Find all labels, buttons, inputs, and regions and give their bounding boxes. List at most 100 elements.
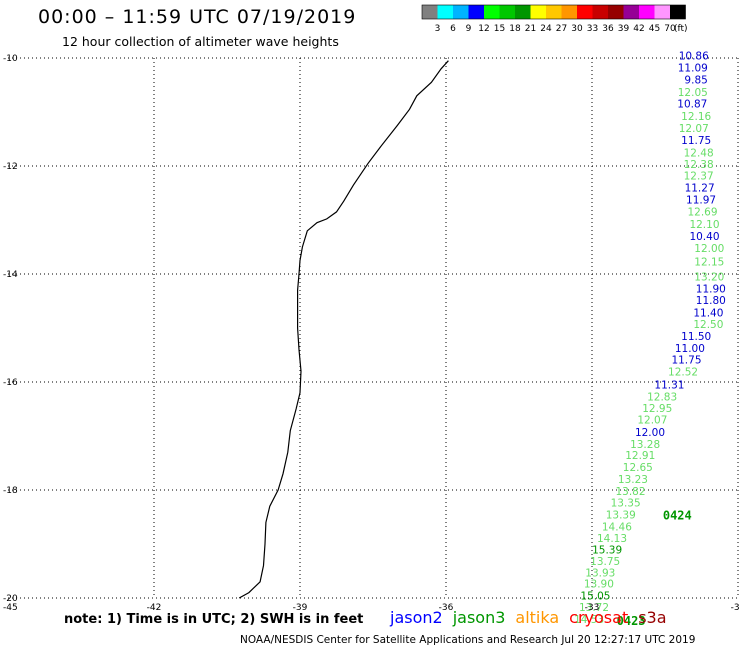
wave-height-reading: 12.10 [689, 219, 719, 231]
color-scale-label: 3 [435, 24, 441, 34]
wave-height-reading: 13.82 [615, 486, 645, 498]
wave-height-reading: 12.00 [635, 427, 665, 439]
wave-height-reading: 12.05 [678, 87, 708, 99]
color-scale-label: 9 [466, 24, 472, 34]
color-swatch [484, 5, 500, 19]
color-swatch [468, 5, 484, 19]
wave-height-reading: 12.83 [647, 391, 677, 403]
color-scale-label: 70 [664, 24, 676, 34]
wave-height-reading: 12.95 [642, 403, 672, 415]
satellite-s3a: s3a [638, 608, 667, 627]
wave-height-reading: 12.48 [684, 147, 714, 159]
wave-height-reading: 11.97 [686, 194, 716, 206]
satellite-jason2: jason2 [390, 608, 443, 627]
color-swatch [639, 5, 655, 19]
color-swatch [608, 5, 624, 19]
wave-height-reading: 12.07 [637, 415, 667, 427]
color-swatch [515, 5, 531, 19]
wave-height-reading: 12.16 [681, 111, 711, 123]
color-scale-label: 33 [587, 24, 598, 34]
wave-height-reading: 11.40 [693, 308, 723, 320]
color-swatch [670, 5, 686, 19]
wave-height-reading: 10.86 [679, 51, 709, 63]
color-swatch [561, 5, 577, 19]
color-scale-label: 21 [525, 24, 536, 34]
wave-height-reading: 13.23 [618, 474, 648, 486]
wave-height-reading: 11.75 [671, 355, 701, 367]
color-swatch [592, 5, 608, 19]
wave-height-reading: 11.50 [681, 331, 711, 343]
wave-height-reading: 10.40 [689, 231, 719, 243]
wave-height-reading: 12.69 [687, 207, 717, 219]
color-swatch [654, 5, 670, 19]
coastline-path [238, 60, 449, 599]
wave-height-reading: 12.91 [625, 450, 655, 462]
color-scale-label: 12 [478, 24, 489, 34]
color-scale-bar: 3 6 9 12 15 18 21 24 27 30 33 36 39 42 45 70(ft) [421, 4, 688, 34]
map-subtitle: 12 hour collection of altimeter wave hei… [62, 34, 339, 49]
satellite-cryosat: cryosat [569, 608, 629, 627]
color-scale-unit: (ft) [674, 24, 688, 34]
wave-height-reading: 12.38 [684, 159, 714, 171]
graticule [8, 57, 739, 599]
axis-labels: -10 -12 -14 -16 -18 -20 -42 -39 -36 -33 -30 -45 [3, 54, 740, 613]
wave-height-reading: 13.39 [606, 510, 636, 522]
wave-height-reading: 10.87 [677, 99, 707, 111]
wave-height-reading: 12.15 [694, 256, 724, 268]
color-scale-label: 30 [571, 24, 583, 34]
color-scale-label: 15 [494, 24, 505, 34]
color-swatch [437, 5, 453, 19]
color-scale-label: 24 [540, 24, 552, 34]
lat-label: -20 [3, 594, 18, 604]
wave-height-reading: 12.00 [694, 243, 724, 255]
pass-time-label: 0424 [663, 509, 692, 523]
lon-label: -33 [585, 603, 600, 613]
lat-label: -10 [3, 54, 18, 64]
lat-label: -14 [3, 270, 18, 280]
lat-label: -12 [3, 162, 18, 172]
corner-lon-label: -45 [3, 603, 18, 613]
wave-height-reading: 11.75 [681, 135, 711, 147]
lon-label: -36 [439, 603, 454, 613]
color-scale-label: 36 [602, 24, 614, 34]
wave-height-readings: 10.8611.099.8512.0510.8712.1612.0711.751… [574, 51, 726, 628]
credit-line: NOAA/NESDIS Center for Satellite Applica… [240, 634, 696, 646]
wave-height-reading: 15.39 [592, 545, 622, 557]
wave-height-reading: 9.85 [684, 74, 707, 86]
wave-height-reading: 12.52 [668, 367, 698, 379]
color-swatch [453, 5, 469, 19]
footer-note: note: 1) Time is in UTC; 2) SWH is in fe… [64, 612, 364, 627]
wave-height-reading: 14.46 [602, 522, 632, 534]
wave-height-reading: 13.28 [630, 439, 660, 451]
wave-height-reading: 11.00 [675, 343, 705, 355]
satellite-legend: jason2 jason3 altika cryosat s3a [390, 608, 677, 627]
wave-height-reading: 13.93 [585, 567, 615, 579]
wave-height-reading: 15.05 [580, 591, 610, 603]
color-scale-label: 45 [649, 24, 660, 34]
wave-height-reading: 12.07 [679, 123, 709, 135]
color-scale-label: 6 [450, 24, 456, 34]
wave-height-reading: 14.53 [574, 614, 604, 626]
wave-height-reading: 12.50 [693, 319, 723, 331]
wave-height-reading: 13.20 [694, 271, 724, 283]
wave-height-reading: 11.27 [685, 182, 715, 194]
lat-label: -16 [3, 378, 18, 388]
lat-label: -18 [3, 486, 18, 496]
color-swatch [530, 5, 546, 19]
lon-label: -30 [731, 603, 740, 613]
color-scale-label: 39 [618, 24, 630, 34]
color-swatch [623, 5, 639, 19]
wave-height-reading: 11.31 [654, 379, 684, 391]
color-scale-label: 18 [509, 24, 521, 34]
wave-height-reading: 11.80 [696, 295, 726, 307]
color-scale-label: 42 [633, 24, 644, 34]
wave-height-reading: 13.35 [611, 498, 641, 510]
lon-label: -42 [147, 603, 162, 613]
wave-height-reading: 13.90 [584, 579, 614, 591]
color-swatch [577, 5, 593, 19]
color-swatch [422, 5, 438, 19]
wave-height-reading: 12.65 [623, 462, 653, 474]
lon-label: -39 [293, 603, 308, 613]
satellite-altika: altika [515, 608, 560, 627]
